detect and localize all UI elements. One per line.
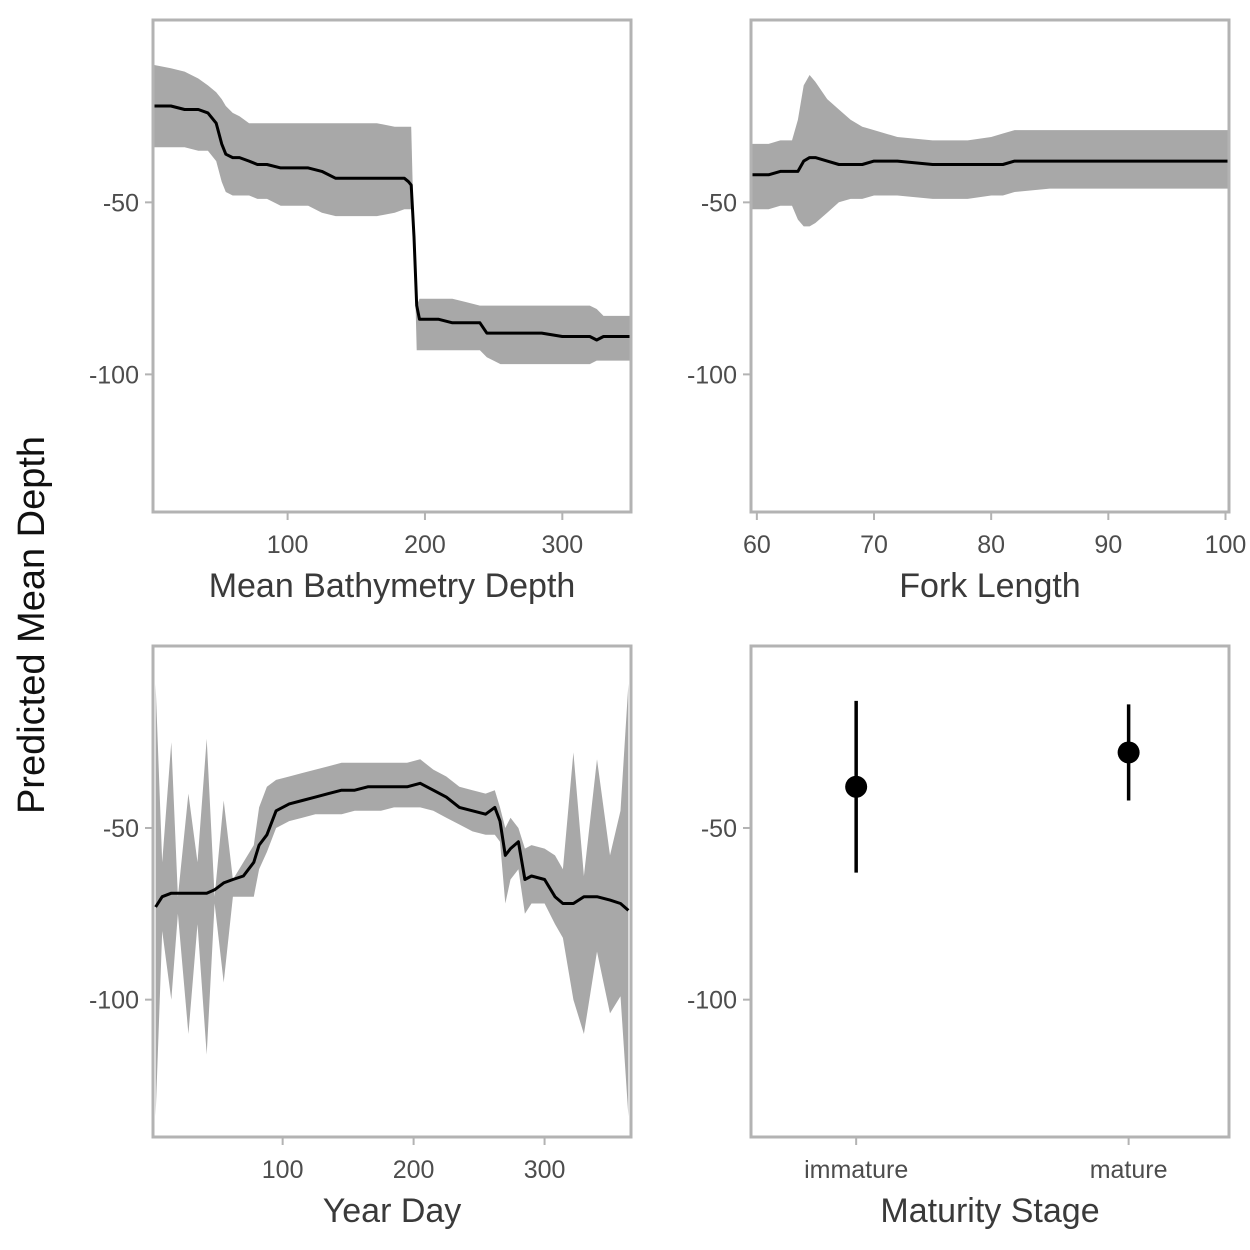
x-axis-title: Maturity Stage [880,1192,1099,1230]
mean-line [751,156,1229,177]
panel-3: -50 -100 100 200 300 Year Day [89,644,633,1230]
plot-area [751,75,1229,227]
panel-frame [151,644,633,1139]
panel-frame [151,18,633,514]
panel-frame [749,644,1231,1139]
plot-area [845,700,1140,873]
x-axis-title: Year Day [323,1192,462,1230]
x-tick-label: mature [1090,1156,1168,1184]
x-tick-label: 90 [1094,531,1122,559]
x-tick-label: immature [804,1156,908,1184]
y-tick-label: -100 [687,361,737,389]
x-axis-title: Fork Length [899,567,1080,605]
x-tick-label: 200 [404,531,446,559]
mean-line [153,104,631,342]
y-tick-label: -100 [687,987,737,1015]
x-tick-label: 60 [743,531,771,559]
y-tick-label: -50 [701,189,737,217]
point-immature [845,775,868,798]
confidence-band [153,64,631,365]
panel-2: -50 -100 60 70 80 90 100 Fork Length [687,18,1247,605]
x-tick-label: 100 [267,531,309,559]
y-tick-label: -50 [701,815,737,843]
y-tick-label: -100 [89,361,139,389]
point-mature [1117,741,1140,764]
y-tick-label: -50 [103,815,139,843]
mean-line [154,781,630,912]
x-tick-label: 300 [541,531,583,559]
x-tick-label: 70 [860,531,888,559]
panel-4: -50 -100 immature mature Maturity Stage [687,644,1231,1230]
confidence-band [751,75,1229,227]
x-axis-title: Mean Bathymetry Depth [209,567,576,605]
y-axis-title: Predicted Mean Depth [11,436,53,814]
x-tick-label: 300 [524,1156,566,1184]
plot-area [153,64,631,365]
confidence-band [155,683,629,1117]
panel-1: -50 -100 100 200 300 Mean Bathymetry Depth [89,18,633,605]
plot-area [154,683,630,1117]
y-tick-label: -50 [103,189,139,217]
x-tick-label: 80 [977,531,1005,559]
panel-frame [749,18,1231,514]
x-tick-label: 100 [262,1156,304,1184]
x-tick-label: 200 [393,1156,435,1184]
y-tick-label: -100 [89,987,139,1015]
x-tick-label: 100 [1205,531,1247,559]
